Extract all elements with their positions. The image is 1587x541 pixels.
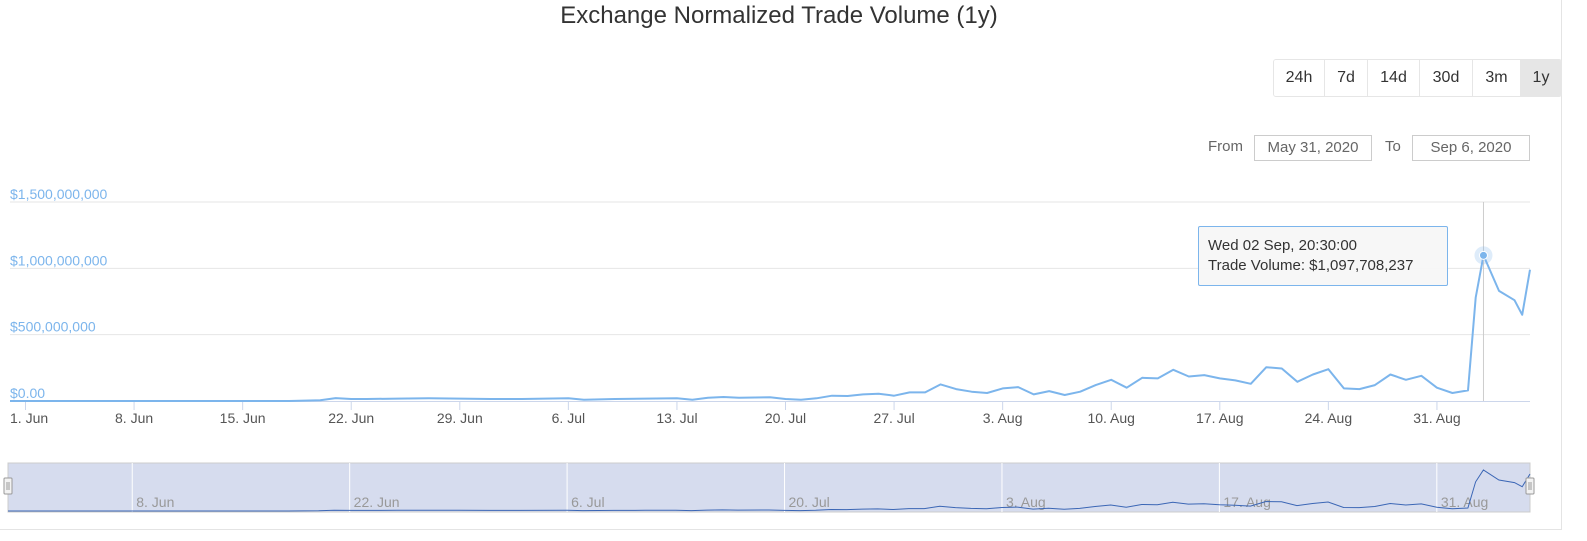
navigator-tick-label: 6. Jul (571, 494, 604, 510)
x-tick-label: 20. Jul (765, 410, 806, 426)
series-line[interactable] (10, 254, 1531, 402)
range-button-24h[interactable]: 24h (1274, 60, 1324, 96)
range-button-14d[interactable]: 14d (1367, 60, 1419, 96)
highlighted-point[interactable] (1478, 250, 1488, 260)
x-tick-label: 29. Jun (437, 410, 483, 426)
series-layer (10, 202, 1531, 402)
y-tick-label: $500,000,000 (10, 319, 96, 335)
range-button-7d[interactable]: 7d (1324, 60, 1367, 96)
y-tick-label: $0.00 (10, 385, 45, 401)
navigator-tick-label: 31. Aug (1441, 494, 1489, 510)
tooltip-date: Wed 02 Sep, 20:30:00 (1208, 237, 1358, 254)
x-tick-label: 22. Jun (328, 410, 374, 426)
navigator-right-handle[interactable] (1525, 477, 1535, 495)
x-axis: 1. Jun 8. Jun 15. Jun 22. Jun 29. Jun 6. Jul 1… (10, 401, 1530, 426)
x-tick-label: 31. Aug (1413, 410, 1461, 426)
navigator-tick-label: 17. Aug (1223, 494, 1271, 510)
range-button-1y[interactable]: 1y (1520, 60, 1561, 96)
x-tick-label: 8. Jun (115, 410, 153, 426)
navigator: 8. Jun 22. Jun 6. Jul 20. Jul 3. Aug 17. Aug 3… (3, 462, 1535, 513)
chart-container (0, 0, 1562, 530)
x-tick-label: 1. Jun (10, 410, 48, 426)
tooltip-value: $1,097,708,237 (1309, 257, 1414, 274)
x-tick-label: 17. Aug (1196, 410, 1244, 426)
y-tick-label: $1,000,000,000 (10, 252, 108, 268)
x-tick-label: 6. Jul (552, 410, 585, 426)
y-tick-label: $1,500,000,000 (10, 186, 108, 202)
navigator-window[interactable] (7, 462, 1531, 513)
from-date-input[interactable]: May 31, 2020 (1254, 135, 1372, 161)
to-label: To (1385, 138, 1401, 155)
x-tick-label: 24. Aug (1305, 410, 1353, 426)
navigator-series-line (8, 469, 1531, 512)
range-button-3m[interactable]: 3m (1472, 60, 1520, 96)
from-label: From (1208, 138, 1243, 155)
tooltip: Wed 02 Sep, 20:30:00 Trade Volume: $1,09… (1198, 226, 1448, 286)
navigator-tick-label: 22. Jun (354, 494, 400, 510)
chart-plot[interactable]: $0.00 $500,000,000 $1,000,000,000 $1,500,00… (0, 0, 1562, 530)
x-tick-label: 15. Jun (220, 410, 266, 426)
to-date-input[interactable]: Sep 6, 2020 (1412, 135, 1530, 161)
range-button-30d[interactable]: 30d (1419, 60, 1472, 96)
x-tick-label: 27. Jul (873, 410, 914, 426)
y-axis: $0.00 $500,000,000 $1,000,000,000 $1,500,00… (10, 186, 108, 401)
navigator-left-handle[interactable] (3, 477, 13, 495)
navigator-tick-label: 3. Aug (1006, 494, 1046, 510)
navigator-tick-label: 20. Jul (789, 494, 830, 510)
tooltip-series-label: Trade Volume (1208, 257, 1301, 274)
x-tick-label: 3. Aug (983, 410, 1023, 426)
chart-title: Exchange Normalized Trade Volume (1y) (560, 2, 998, 29)
navigator-tick-label: 8. Jun (136, 494, 174, 510)
range-selector: 24h 7d 14d 30d 3m 1y (1273, 59, 1562, 97)
x-tick-label: 10. Aug (1087, 410, 1135, 426)
x-tick-label: 13. Jul (656, 410, 697, 426)
